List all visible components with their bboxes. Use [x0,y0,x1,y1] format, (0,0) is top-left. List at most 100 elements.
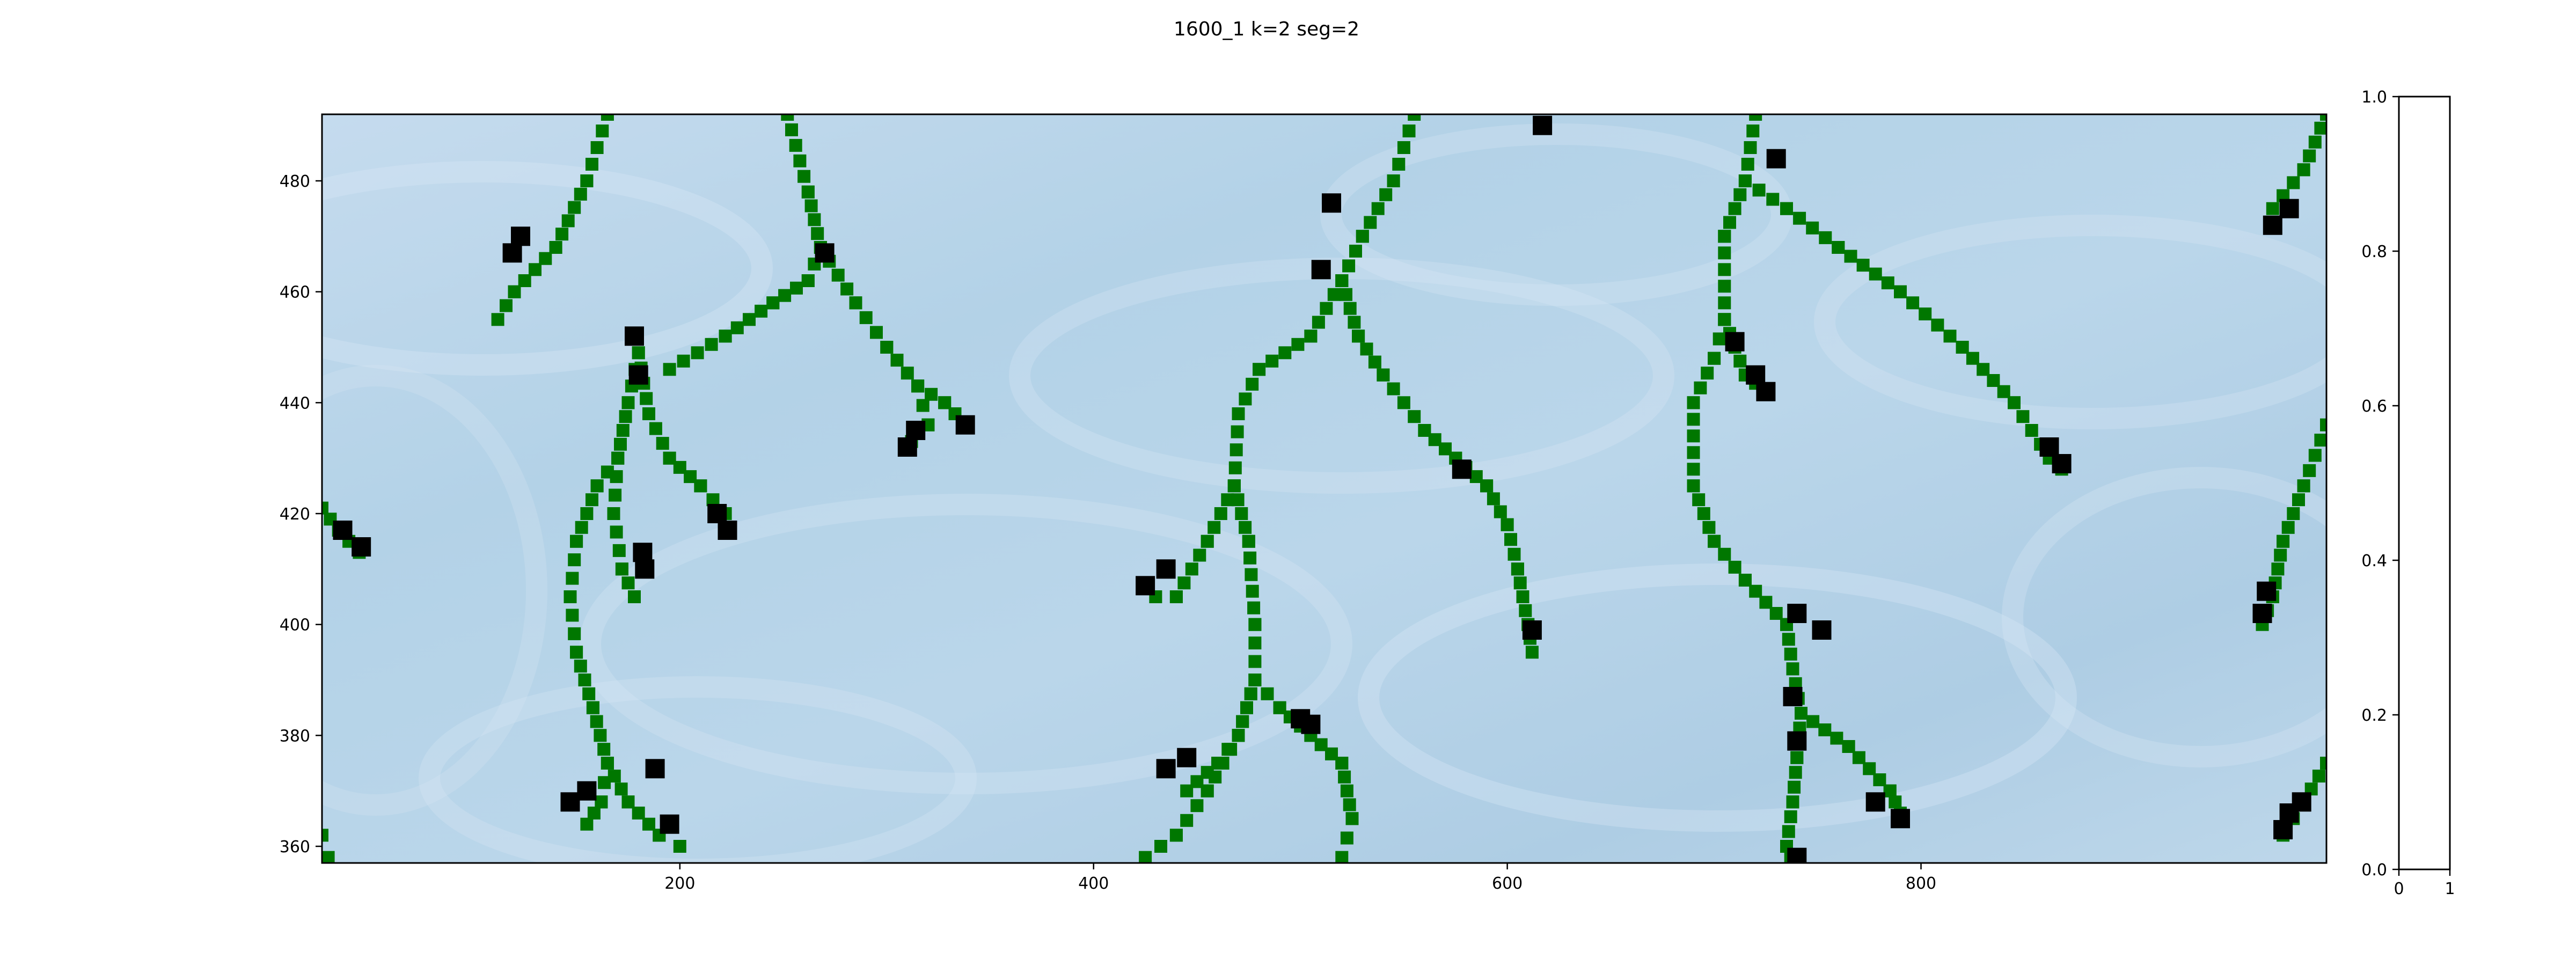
path-marker [801,274,815,287]
path-marker [574,660,587,673]
path-marker [594,729,607,742]
colorbar-y-tick-label: 0.8 [2361,243,2387,261]
path-marker [1335,757,1349,770]
path-marker [612,544,626,557]
path-marker [570,535,583,548]
path-marker [808,213,821,226]
path-marker [1702,521,1716,534]
path-marker [778,289,792,302]
endpoint-marker [1522,620,1542,640]
endpoint-marker [718,521,737,540]
path-marker [491,313,504,326]
path-marker [1687,396,1700,409]
path-marker [1769,607,1783,620]
path-marker [2297,479,2310,493]
path-marker [1987,374,2000,387]
x-tick-label: 600 [1492,874,1523,893]
endpoint-marker [1533,115,1553,135]
path-marker [1387,382,1400,396]
path-marker [1752,184,1766,197]
endpoint-marker [511,226,530,246]
path-marker [790,281,803,295]
path-marker [804,199,818,213]
path-marker [1759,596,1773,609]
path-marker [1235,507,1248,520]
path-marker [607,507,620,520]
endpoint-marker [1812,620,1832,640]
colorbar-y-tick-label: 0.6 [2361,397,2387,416]
path-marker [322,501,328,515]
path-marker [1718,296,1731,310]
path-marker [1193,548,1206,562]
path-marker [1501,518,1514,531]
path-marker [632,807,645,819]
path-marker [2314,434,2326,447]
path-marker [555,228,569,241]
path-marker [1231,493,1245,507]
path-marker [1790,751,1804,764]
path-marker [781,114,794,121]
x-tick-label: 400 [1078,874,1109,893]
path-marker [793,154,807,167]
path-marker [656,437,669,450]
path-marker [1806,221,1819,235]
path-marker [1687,413,1700,426]
endpoint-marker [645,759,665,779]
path-marker [2312,770,2325,783]
endpoint-marker [897,437,917,457]
path-marker [1248,674,1262,686]
path-marker [1793,211,1806,225]
path-marker [1746,125,1760,137]
path-marker [1216,757,1230,770]
path-marker [1397,141,1410,154]
path-marker [601,757,614,770]
path-marker [1718,246,1731,260]
endpoint-marker [1322,193,1341,213]
path-marker [1224,743,1238,756]
colorbar-x-tick-label: 1 [2445,880,2455,898]
y-tick-label: 360 [280,838,310,857]
path-marker [615,562,628,576]
path-marker [2292,493,2305,507]
path-marker [1943,330,1957,343]
path-marker [578,674,591,686]
endpoint-marker [660,814,679,834]
path-marker [673,840,686,853]
path-marker [529,263,541,276]
path-marker [1997,385,2010,398]
endpoint-marker [1177,748,1197,767]
endpoint-marker [955,415,975,435]
colorbar-ticks: 0.0 0.2 0.4 0.6 0.8 1.0 0 1 [2361,88,2455,898]
path-marker [1718,230,1731,243]
background-swirl [2002,467,2326,767]
path-marker [1782,825,1795,838]
path-marker [590,715,603,728]
y-tick-label: 420 [280,505,310,524]
endpoint-marker [1766,149,1786,169]
path-marker [1723,216,1736,229]
colorbar-y-tick-label: 1.0 [2361,88,2387,107]
background-swirl [1358,564,2077,832]
path-marker [609,488,622,502]
path-marker [1265,354,1279,368]
path-marker [938,396,952,409]
path-marker [1906,296,1920,310]
path-marker [1364,216,1377,229]
path-marker [1227,479,1241,493]
background-swirl [419,676,977,863]
path-marker [1784,647,1797,661]
path-marker [1883,784,1897,797]
path-marker [611,451,625,465]
path-marker [1335,851,1349,863]
path-marker [801,185,815,199]
path-marker [587,807,601,819]
path-marker [1687,463,1700,476]
path-marker [1232,729,1245,742]
path-marker [1340,784,1353,797]
path-marker [518,274,531,287]
path-marker [1856,259,1870,272]
path-marker [1842,740,1855,753]
endpoint-marker [1311,260,1331,280]
path-marker [590,479,604,493]
endpoint-marker [1156,759,1176,779]
